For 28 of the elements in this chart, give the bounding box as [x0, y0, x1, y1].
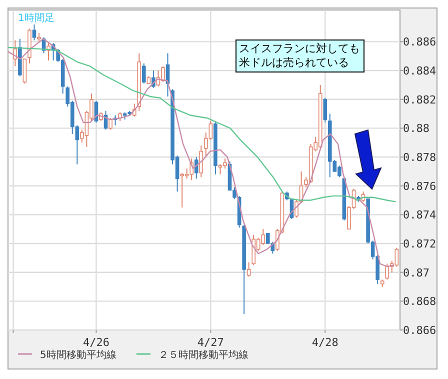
annotation: スイスフランに対しても米ドルは売られている [239, 42, 360, 69]
candlestick [32, 24, 36, 41]
candlestick [385, 263, 390, 280]
candlestick [152, 70, 156, 88]
x-tick-label: 4/28 [312, 336, 338, 349]
annotation: 1時間足 [18, 12, 54, 24]
y-tick-label: 0.874 [403, 208, 436, 222]
y-tick-label: 0.88 [403, 122, 430, 136]
candlestick [246, 262, 251, 278]
candlestick [323, 97, 328, 123]
y-tick-label: 0.866 [403, 324, 436, 337]
candlestick [142, 62, 146, 84]
legend-label: 5時間移動平均線 [40, 349, 116, 361]
y-tick-label: 0.882 [403, 93, 436, 106]
y-tick-label: 0.87 [403, 266, 430, 280]
candlestick [108, 118, 112, 130]
y-tick-label: 0.868 [403, 295, 436, 308]
x-tick-label: 4/27 [197, 336, 224, 349]
y-tick-label: 0.886 [403, 36, 436, 49]
y-tick-label: 0.878 [403, 151, 436, 164]
candlestick [199, 144, 204, 178]
x-tick-label: 4/26 [82, 336, 110, 349]
candlestick [194, 156, 198, 180]
candlestick [22, 58, 27, 84]
legend-label: ２５時間移動平均線 [158, 349, 248, 361]
y-tick-label: 0.876 [403, 180, 436, 193]
y-tick-label: 0.884 [403, 64, 436, 78]
y-tick-label: 0.872 [403, 238, 436, 251]
